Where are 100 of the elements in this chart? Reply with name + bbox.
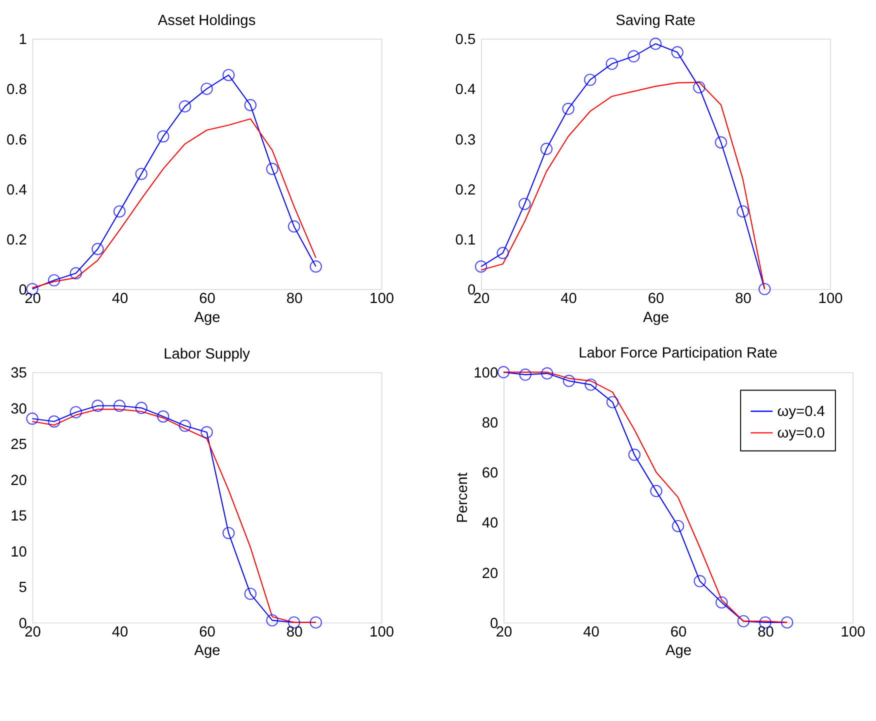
point	[606, 58, 618, 70]
x-tick-label: 80	[735, 291, 752, 308]
x-tick-label: 60	[670, 624, 687, 641]
y-tick-label: 0.8	[6, 82, 27, 98]
point	[540, 142, 553, 156]
x-tick-label: 100	[370, 624, 394, 641]
point	[178, 420, 192, 432]
point	[266, 162, 278, 176]
point	[48, 274, 60, 286]
y-tick-label: 0.2	[6, 232, 27, 248]
point	[649, 38, 662, 50]
chart-title: Saving Rate	[616, 13, 696, 30]
point	[737, 615, 750, 628]
point	[244, 99, 257, 112]
point	[135, 402, 148, 414]
point	[758, 282, 771, 296]
x-tick-label: 40	[560, 291, 577, 308]
y-tick-label: 80	[482, 416, 498, 432]
x-tick-label: 80	[758, 624, 774, 641]
point	[310, 616, 322, 629]
y-tick-label: 0.4	[6, 182, 27, 198]
y-tick-label: 10	[10, 544, 27, 560]
chart-title: Asset Holdings	[158, 13, 256, 30]
point	[584, 74, 596, 86]
point	[310, 260, 322, 273]
point	[113, 400, 126, 412]
y-tick-label: 25	[10, 437, 27, 454]
point	[92, 242, 104, 256]
point	[48, 415, 60, 428]
point	[288, 220, 300, 233]
y-tick-label: 0.6	[6, 132, 27, 148]
y-tick-label: 40	[482, 516, 498, 532]
x-tick-label: 60	[648, 291, 664, 308]
line-series	[32, 118, 316, 288]
point	[694, 575, 706, 588]
x-tick-label: 100	[818, 291, 843, 308]
y-tick-label: 0.2	[455, 182, 476, 198]
y-tick-label: 30	[10, 401, 27, 418]
x-tick-label: 80	[286, 624, 303, 641]
point	[628, 50, 640, 62]
point	[474, 260, 488, 273]
point	[157, 130, 170, 142]
line-series	[480, 82, 766, 290]
point	[562, 102, 574, 115]
x-tick-label: 100	[840, 624, 866, 641]
point	[780, 616, 794, 629]
point	[672, 520, 684, 532]
chart-title: Labor Supply	[164, 346, 251, 362]
point	[519, 368, 532, 381]
point	[222, 68, 235, 82]
x-axis-title: Age	[665, 643, 692, 660]
point	[157, 410, 170, 423]
y-tick-label: 20	[10, 472, 27, 489]
y-tick-label: 0.1	[455, 232, 476, 248]
point	[266, 614, 278, 626]
point	[650, 484, 662, 498]
y-tick-label: 100	[474, 366, 498, 382]
x-tick-label: 60	[199, 624, 216, 641]
x-tick-label: 40	[583, 624, 600, 641]
x-tick-label: 80	[286, 291, 303, 308]
point	[200, 82, 213, 95]
point	[135, 168, 148, 180]
x-tick-label: 40	[112, 291, 128, 308]
y-tick-label: 15	[10, 508, 27, 525]
point	[496, 246, 509, 260]
legend-label: ωy=0.4	[777, 404, 825, 420]
point	[222, 526, 235, 540]
y-axis-title: Percent	[454, 472, 471, 524]
x-tick-label: 60	[199, 291, 216, 308]
y-tick-label: 60	[482, 466, 498, 482]
y-tick-label: 35	[10, 366, 27, 382]
point	[541, 367, 554, 380]
y-tick-label: 5	[18, 580, 27, 596]
y-tick-label: 0.5	[455, 32, 476, 48]
y-tick-label: 0	[18, 282, 27, 298]
chart-title: Labor Force Participation Rate	[578, 346, 778, 362]
y-tick-label: 1	[18, 32, 27, 48]
x-axis-title: Age	[642, 310, 670, 326]
y-tick-label: 0.4	[455, 82, 476, 98]
point	[113, 205, 126, 218]
legend-label: ωy=0.0	[777, 426, 825, 442]
y-tick-label: 0.3	[455, 132, 476, 148]
point	[584, 378, 597, 391]
x-tick-label: 100	[370, 291, 394, 308]
y-tick-label: 20	[482, 566, 498, 582]
point	[200, 426, 213, 438]
point	[178, 100, 192, 112]
point	[562, 374, 576, 388]
y-tick-label: 0	[18, 616, 27, 632]
point	[92, 400, 104, 412]
point	[244, 588, 257, 600]
point	[693, 81, 706, 94]
point	[518, 198, 531, 210]
point	[714, 136, 728, 148]
point	[70, 406, 82, 418]
x-tick-label: 40	[112, 624, 128, 641]
point	[628, 448, 641, 461]
y-tick-label: 0	[467, 282, 476, 298]
point	[736, 205, 749, 218]
point	[716, 596, 728, 609]
